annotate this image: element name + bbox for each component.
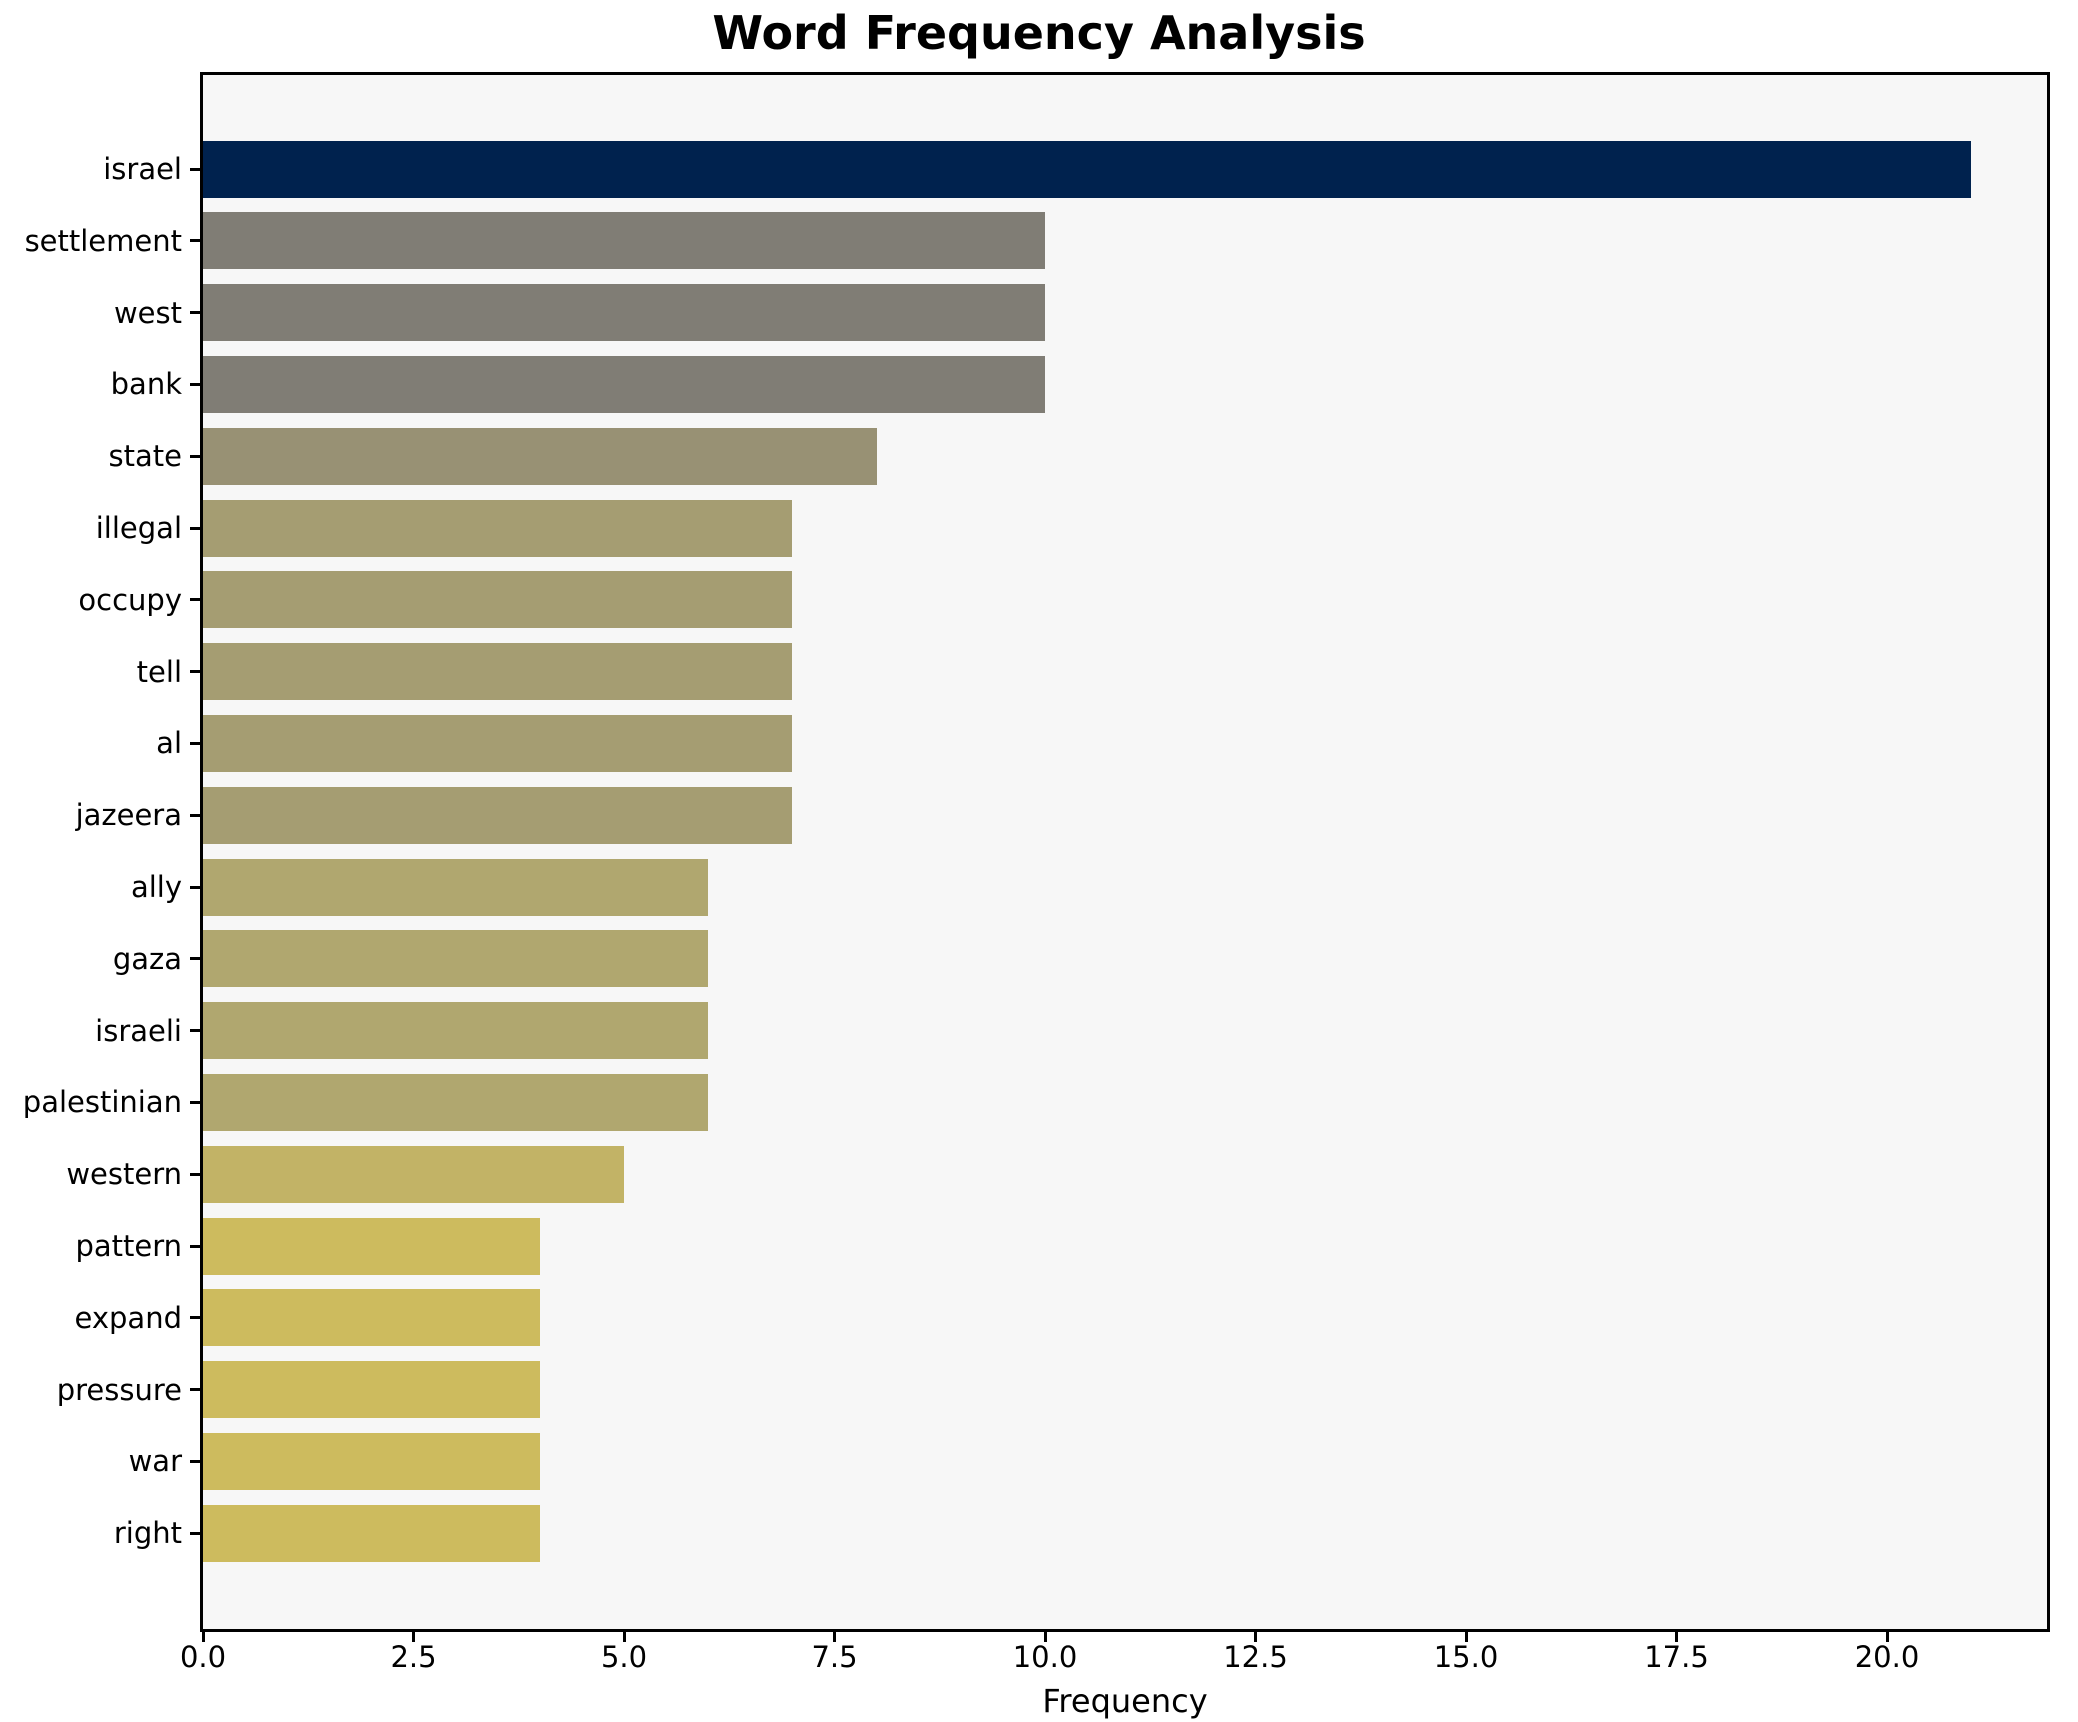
y-tick-label-settlement: settlement (24, 223, 182, 258)
y-tick-mark (190, 1459, 200, 1463)
y-tick-mark (190, 526, 200, 530)
y-tick-label-pattern: pattern (75, 1229, 182, 1263)
bar-settlement (203, 212, 1045, 270)
bar-pressure (203, 1361, 540, 1419)
x-tick-label-12.5: 12.5 (1223, 1640, 1288, 1674)
bar-west (203, 284, 1045, 342)
y-tick-mark (190, 1244, 200, 1248)
y-tick-label-jazeera: jazeera (75, 798, 182, 833)
y-tick-mark (190, 311, 200, 315)
bar-bank (203, 355, 1045, 413)
x-tick-mark (412, 1632, 415, 1642)
y-tick-label-state: state (108, 439, 182, 474)
y-tick-label-gaza: gaza (112, 941, 182, 976)
x-tick-label-15.0: 15.0 (1433, 1640, 1499, 1674)
bar-gaza (203, 930, 709, 988)
bar-palestinian (203, 1073, 709, 1131)
y-tick-label-war: war (128, 1444, 182, 1479)
y-tick-mark (190, 239, 200, 243)
y-tick-mark (190, 1029, 200, 1033)
x-tick-mark (622, 1632, 626, 1642)
x-tick-mark (833, 1632, 836, 1642)
bar-israeli (203, 1002, 709, 1060)
bar-al (203, 714, 793, 772)
y-tick-label-al: al (156, 726, 182, 761)
x-tick-label-0.0: 0.0 (179, 1640, 227, 1674)
x-tick-label-7.5: 7.5 (811, 1640, 858, 1674)
chart-title: Word Frequency Analysis (712, 6, 1366, 60)
bar-expand (203, 1289, 540, 1347)
x-tick-mark (1254, 1632, 1257, 1642)
y-tick-label-occupy: occupy (78, 582, 182, 617)
bar-illegal (203, 499, 793, 557)
bar-war (203, 1432, 540, 1490)
y-tick-label-palestinian: palestinian (22, 1085, 182, 1120)
bar-tell (203, 643, 793, 701)
y-tick-label-pressure: pressure (56, 1372, 182, 1407)
x-tick-label-2.5: 2.5 (390, 1640, 437, 1674)
y-tick-label-right: right (113, 1516, 182, 1551)
y-tick-label-illegal: illegal (95, 511, 182, 545)
bar-state (203, 427, 877, 485)
y-tick-mark (190, 1531, 200, 1535)
x-tick-label-5.0: 5.0 (600, 1640, 648, 1674)
y-tick-mark (190, 382, 200, 386)
y-tick-label-west: west (113, 295, 182, 330)
y-tick-mark (190, 167, 200, 171)
y-tick-label-israeli: israeli (95, 1013, 182, 1048)
x-tick-mark (1675, 1632, 1679, 1642)
bar-israel (203, 140, 1972, 198)
y-tick-mark (190, 813, 200, 817)
y-tick-label-western: western (66, 1157, 182, 1192)
y-tick-label-ally: ally (130, 870, 182, 904)
bar-right (203, 1504, 540, 1562)
y-tick-mark (190, 454, 200, 458)
x-tick-mark (1885, 1632, 1889, 1642)
y-tick-label-expand: expand (74, 1300, 182, 1335)
x-tick-label-10.0: 10.0 (1012, 1640, 1078, 1674)
bar-ally (203, 858, 709, 916)
y-tick-label-tell: tell (136, 654, 182, 689)
y-tick-label-bank: bank (110, 367, 182, 402)
x-axis-label: Frequency (1042, 1682, 1208, 1720)
x-axis-tick-labels: 0.0 2.5 5.0 7.5 10.0 12.5 15.0 17.5 20.0 (180, 1640, 2047, 1680)
bar-pattern (203, 1217, 540, 1275)
y-tick-mark (190, 1316, 200, 1320)
y-axis-labels: israel settlement west bank state illegal occu… (0, 75, 182, 1629)
y-tick-mark (190, 957, 200, 961)
plot-area (190, 72, 2050, 1642)
bar-western (203, 1145, 624, 1203)
bar-occupy (203, 571, 793, 629)
x-tick-mark (1043, 1632, 1047, 1642)
x-tick-label-20.0: 20.0 (1854, 1640, 1920, 1674)
y-tick-mark (190, 1100, 200, 1104)
y-tick-mark (190, 670, 200, 674)
y-tick-mark (190, 885, 200, 889)
y-tick-mark (190, 1388, 200, 1392)
y-tick-label-israel: israel (103, 152, 182, 186)
y-tick-mark (190, 598, 200, 602)
y-tick-mark (190, 1172, 200, 1176)
x-tick-mark (201, 1632, 205, 1642)
bar-jazeera (203, 786, 793, 844)
y-tick-mark (190, 741, 200, 745)
x-tick-label-17.5: 17.5 (1644, 1640, 1709, 1674)
x-tick-mark (1464, 1632, 1468, 1642)
